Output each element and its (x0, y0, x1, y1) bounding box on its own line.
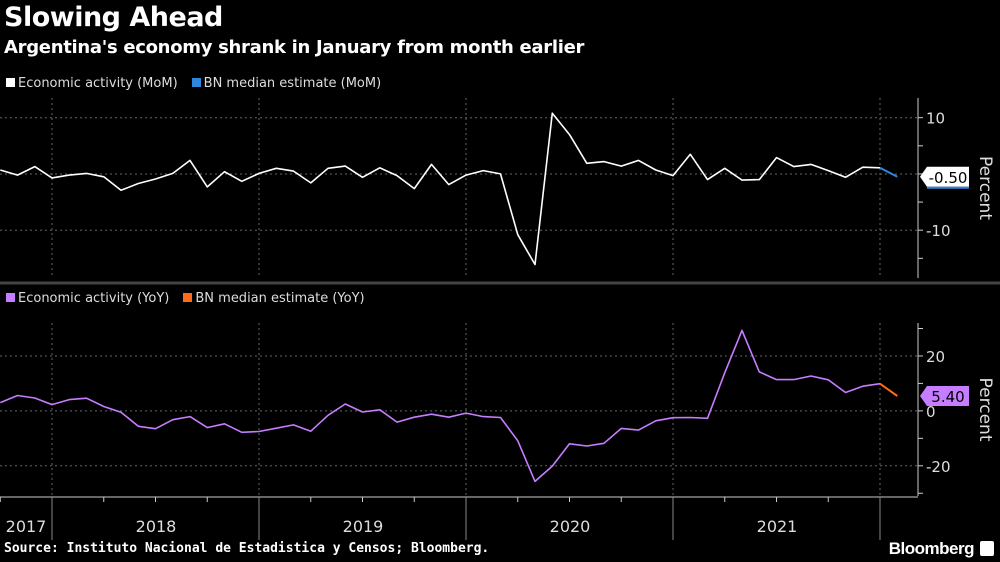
panel-1: 20 0 -20 Percent 5.40 (0, 323, 995, 496)
legend-top: Economic activity (MoM) BN median estima… (6, 76, 381, 91)
y-tick-label: -20 (926, 458, 951, 476)
legend-label: Economic activity (YoY) (18, 291, 170, 306)
y-tick-label: 20 (926, 348, 945, 366)
x-tick-label: 2017 (6, 517, 47, 536)
y-tick-label: -10 (926, 222, 951, 240)
source-note: Source: Instituto Nacional de Estadistic… (4, 541, 490, 556)
bloomberg-logo: Bloomberg (888, 539, 975, 558)
legend-item-mom-estimate: BN median estimate (MoM) (191, 76, 382, 91)
last-value-badge (920, 166, 969, 187)
legend-label: BN median estimate (YoY) (195, 291, 365, 306)
legend-item-mom-activity: Economic activity (MoM) (6, 76, 178, 91)
x-tick-label: 2021 (757, 517, 798, 536)
bloomberg-terminal-icon (980, 541, 994, 556)
series-line-activity (0, 112, 881, 266)
x-tick-label: 2019 (343, 517, 384, 536)
y-axis-label: Percent (975, 378, 995, 442)
legend-item-yoy-activity: Economic activity (YoY) (6, 291, 169, 306)
legend-swatch (6, 78, 15, 87)
legend-label: Economic activity (MoM) (18, 76, 178, 91)
series-line-estimate (879, 166, 898, 178)
last-value-label: 5.40 (931, 388, 964, 406)
series-line-activity (0, 329, 881, 483)
series-line-estimate (879, 382, 898, 397)
chart-title: Slowing Ahead (4, 2, 223, 33)
legend-item-yoy-estimate: BN median estimate (YoY) (183, 291, 365, 306)
y-tick-label: 10 (926, 110, 945, 128)
y-axis-label: Percent (975, 156, 995, 220)
x-tick-label: 2020 (550, 517, 591, 536)
y-tick-label: 0 (926, 403, 936, 421)
last-value-badge (920, 386, 969, 407)
legend-swatch (183, 293, 193, 302)
panel-0: 10 -10 Percent -0.50 (0, 98, 995, 278)
legend-label: BN median estimate (MoM) (203, 76, 382, 91)
legend-bottom: Economic activity (YoY) BN median estima… (6, 291, 365, 306)
chart-subtitle: Argentina's economy shrank in January fr… (4, 37, 585, 58)
last-value-label: -0.50 (929, 169, 968, 187)
legend-swatch (191, 78, 201, 87)
legend-swatch (6, 293, 15, 302)
x-tick-label: 2018 (136, 517, 177, 536)
